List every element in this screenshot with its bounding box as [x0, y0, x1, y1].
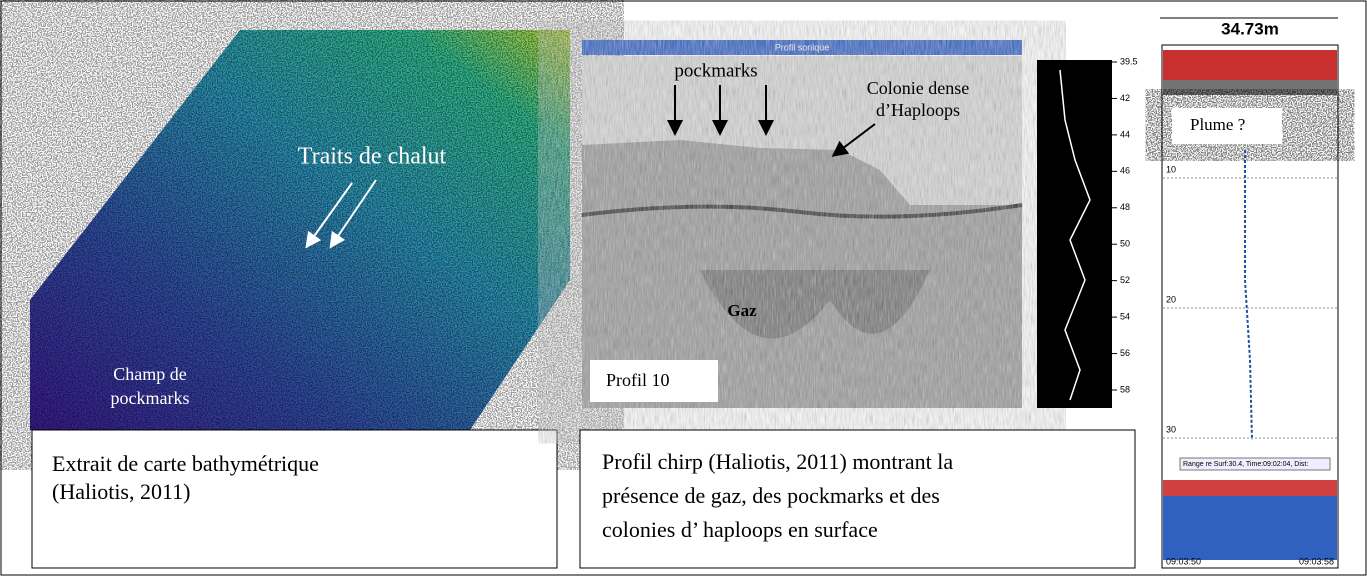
depth-tick: 48: [1120, 202, 1130, 212]
depth-tick: 52: [1120, 275, 1130, 285]
header: Profil sonique: [775, 42, 830, 52]
trawl-label: Traits de chalut: [298, 144, 447, 170]
depth-tick: 50: [1120, 239, 1130, 249]
caption: colonies d’ haploops en surface: [602, 517, 878, 542]
field-label: pockmarks: [111, 388, 190, 408]
depth-tick: 39.5: [1120, 56, 1138, 66]
depth-tick: 58: [1120, 384, 1130, 394]
depth-tick: 20: [1166, 294, 1176, 304]
caption: Extrait de carte bathymétrique: [52, 451, 319, 476]
depth-tick: 46: [1120, 166, 1130, 176]
depth-tick: 30: [1166, 424, 1176, 434]
seabed: [1163, 480, 1337, 496]
depth-tick: 56: [1120, 348, 1130, 358]
colony-label: Colonie dense: [867, 78, 969, 98]
status: Range re Surf:30.4, Time:09:02:04, Dist:: [1183, 461, 1308, 468]
time: 09:03:50: [1166, 556, 1201, 566]
colony-label: d’Haploops: [876, 100, 960, 120]
caption: Profil chirp (Haliotis, 2011) montrant l…: [602, 449, 953, 474]
caption: présence de gaz, des pockmarks et des: [602, 483, 940, 508]
plume-label: Plume ?: [1190, 115, 1245, 134]
depth-tick: 42: [1120, 93, 1130, 103]
surface-band: [1163, 80, 1337, 95]
field-label: Champ de: [113, 364, 187, 384]
caption: (Haliotis, 2011): [52, 479, 191, 504]
time: 09:03:58: [1299, 556, 1334, 566]
figure: Traits de chalut Champ de pockmarks Extr…: [0, 0, 1367, 576]
depth-tick: 44: [1120, 129, 1130, 139]
seabed: [1163, 490, 1337, 560]
depth: 34.73m: [1221, 19, 1279, 38]
depth-tick: 10: [1166, 164, 1176, 174]
profile-label: Profil 10: [606, 370, 670, 390]
pockmarks-label: pockmarks: [674, 60, 757, 81]
depth-tick: 54: [1120, 311, 1130, 321]
gas-label: Gaz: [727, 301, 757, 320]
map-texture: [30, 30, 570, 430]
